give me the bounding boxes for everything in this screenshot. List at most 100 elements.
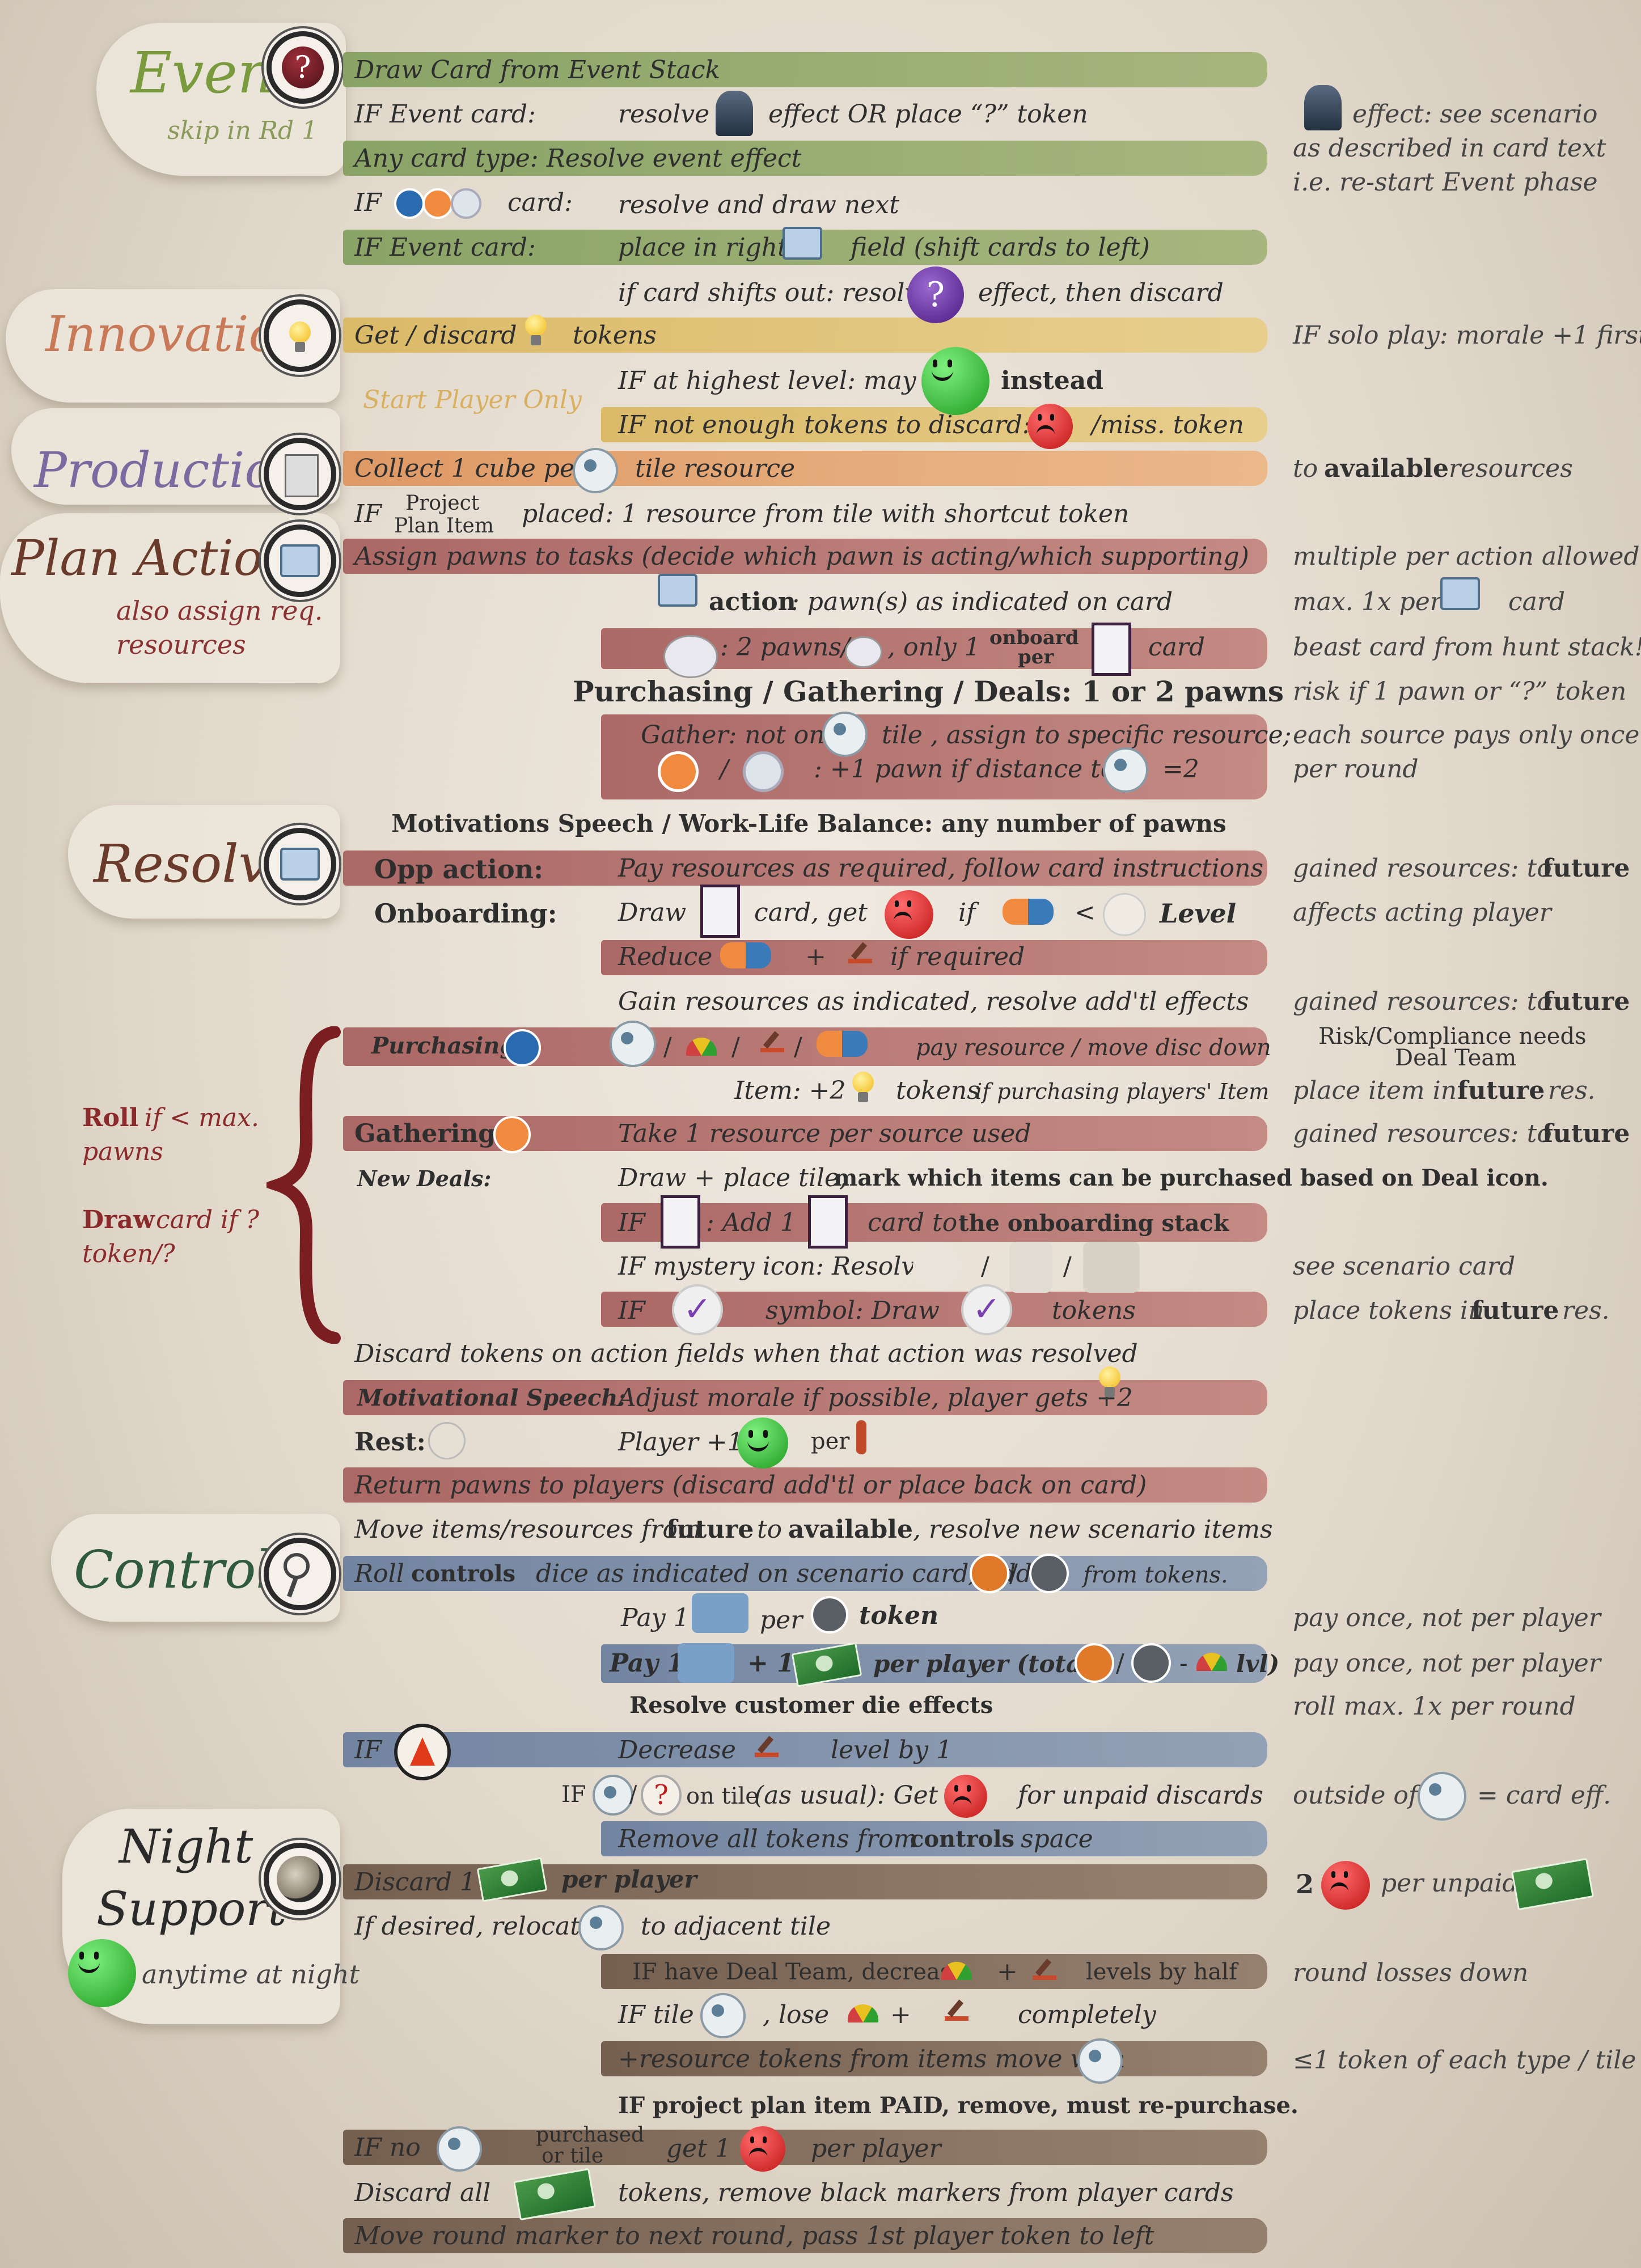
row-action-label: action: [709, 587, 796, 616]
row-if-2: if: [958, 898, 976, 927]
row-equals-two: =2: [1162, 755, 1199, 784]
gear-icon: [451, 188, 481, 219]
note-each-source: each source pays only once: [1293, 721, 1640, 750]
row-take-one: Take 1 resource per source used: [618, 1119, 1031, 1148]
row-token: token: [859, 1601, 939, 1630]
row-discard-tokens: Discard tokens on action fields when tha…: [354, 1339, 1138, 1368]
row-mystery-icon: IF mystery icon: Resolve: [618, 1252, 931, 1281]
row-tile-resource: tile resource: [635, 454, 796, 483]
clipboard-icon: [264, 438, 336, 510]
inspector-icon: [1304, 85, 1342, 130]
row-card-get: card, get: [754, 898, 868, 927]
row-pay-resources: Pay resources as required, follow card i…: [618, 854, 1264, 883]
handshake-icon: [845, 636, 882, 668]
cart-icon: [504, 1029, 541, 1067]
band-decrease: [343, 1732, 1267, 1767]
knight-icon: [1009, 1242, 1052, 1293]
band-assign-pawns: [343, 539, 1267, 574]
row-lose: , lose: [763, 2000, 830, 2029]
note-res-2: res.: [1562, 1296, 1610, 1325]
row-slash-h: /: [629, 1782, 637, 1808]
band-any-card: [343, 141, 1267, 176]
row-pay-one-2: Pay 1: [610, 1649, 684, 1678]
row-or-tile: or tile: [542, 2144, 604, 2168]
note-available: available: [1324, 454, 1449, 483]
band-remove-all: [601, 1821, 1267, 1856]
gavel-icon: [757, 1027, 786, 1057]
row-from-tokens: from tokens.: [1083, 1562, 1228, 1588]
row-rest-label: Rest:: [354, 1428, 426, 1457]
row-customer-die: Resolve customer die effects: [629, 1692, 993, 1719]
gauge-icon: [848, 2004, 878, 2022]
gear-icon: [493, 1116, 531, 1153]
pawn-icon: [856, 1420, 866, 1454]
row-tokens-from: tokens from: [765, 1825, 917, 1854]
row-deal-team: IF have Deal Team, decrease: [632, 1959, 965, 1985]
night-phase-title-1: Night: [119, 1820, 253, 1874]
row-if-5: IF: [354, 1736, 382, 1765]
row-level: Level: [1160, 898, 1237, 929]
tile-icon: [1418, 1772, 1466, 1821]
roll-note-1: Roll: [82, 1103, 139, 1132]
row-if-4: IF: [618, 1296, 645, 1325]
tile-icon: [578, 1905, 624, 1950]
scroll-icon: [264, 524, 336, 597]
row-item-plus: Item: +2: [734, 1076, 846, 1105]
row-if-event-card: IF Event card:: [354, 100, 536, 129]
note-future-2: future: [1542, 987, 1630, 1016]
note-future-5: future: [1471, 1296, 1559, 1325]
night-phase-note: anytime at night: [142, 1959, 360, 1990]
row-per: per: [811, 1428, 850, 1454]
row-dice-text: dice as indicated on scenario card; add: [536, 1559, 1032, 1588]
band-get-discard: [343, 318, 1267, 353]
row-remove-markers: tokens, remove black markers from player…: [618, 2178, 1234, 2207]
row-draw: Draw: [618, 898, 687, 927]
row-gain-resources: Gain resources as indicated, resolve add…: [618, 987, 1249, 1016]
band-if-no: [343, 2130, 1267, 2165]
row-resolve-scenario: , resolve new scenario items: [913, 1515, 1273, 1544]
frown-icon: [1321, 1861, 1370, 1910]
band-not-enough: [601, 407, 1267, 442]
row-per-2: per: [760, 1606, 803, 1635]
team-icon: [678, 1643, 734, 1683]
row-available: available: [788, 1515, 913, 1544]
row-if-tile: IF tile: [618, 2000, 694, 2029]
row-as-usual: (as usual): Get: [754, 1781, 938, 1810]
row-roll: Roll: [354, 1559, 404, 1588]
note-risk-compliance: Risk/Compliance needs: [1318, 1023, 1587, 1050]
row-reduce: Reduce: [618, 942, 713, 971]
pillar-icon: [970, 1554, 1009, 1593]
row-pay-one: Pay 1: [621, 1603, 690, 1632]
row-slash-a: /: [663, 1033, 672, 1061]
row-on-tile: on tile: [686, 1783, 759, 1809]
row-shift-cards: field (shift cards to left): [851, 233, 1150, 262]
gavel-icon: [1029, 1955, 1059, 1984]
row-player-plus: Player +1: [618, 1428, 743, 1457]
band-roll-controls: [343, 1556, 1267, 1591]
row-assign-pawns: Assign pawns to tasks (decide which pawn…: [354, 542, 1249, 571]
note-pay-once-1: pay once, not per player: [1293, 1603, 1601, 1632]
note-future-3: future: [1457, 1076, 1545, 1105]
row-mark-items: mark which items can be purchased based …: [834, 1165, 1549, 1191]
band-deal-team: [601, 1954, 1267, 1989]
scroll-icon: [658, 574, 697, 607]
band-resource-tokens: [601, 2041, 1267, 2076]
row-only-one: , only 1: [887, 633, 980, 662]
check-token-icon: ✓: [672, 1284, 723, 1335]
row-purchasing-gathering: Purchasing / Gathering / Deals: 1 or 2 p…: [573, 675, 1284, 708]
gavel-icon: [941, 1996, 971, 2025]
inspector-icon: [716, 91, 753, 136]
row-adjust-morale: Adjust morale if possible, player gets +…: [618, 1383, 1133, 1412]
note-beast-card: beast card from hunt stack!: [1293, 633, 1641, 662]
row-highest-level: IF at highest level: may 1: [618, 366, 940, 395]
lightbulb-icon: [521, 309, 551, 349]
row-collect-cube: Collect 1 cube per: [354, 454, 587, 483]
row-draw-place: Draw + place tile,: [618, 1163, 848, 1192]
draw-note-3: token/?: [82, 1239, 175, 1268]
smiley-icon: [921, 347, 989, 415]
magnifier-icon: [264, 1538, 336, 1610]
note-token-type: ≤1 token of each type / tile: [1293, 2046, 1636, 2075]
row-onboarding-label: Onboarding:: [374, 898, 557, 929]
roll-note-3: pawns: [82, 1137, 163, 1166]
